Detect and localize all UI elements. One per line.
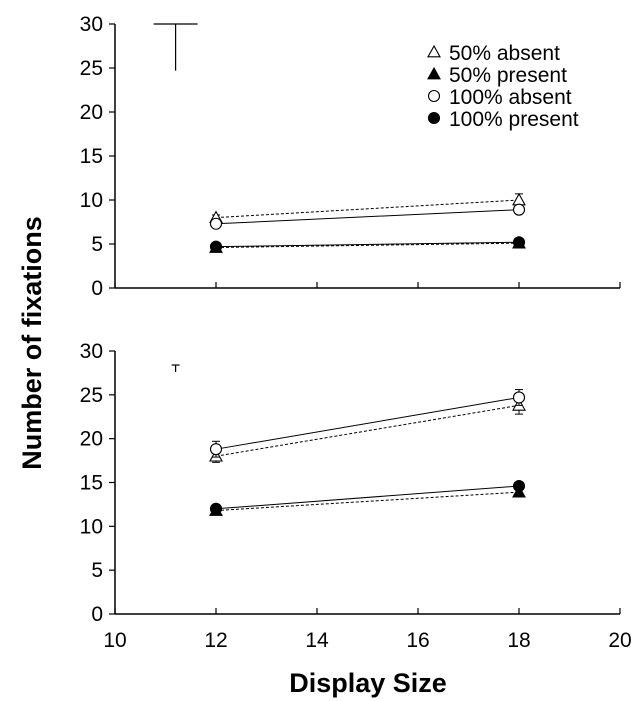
y-tick-label: 25 (80, 57, 103, 80)
legend-marker (427, 44, 441, 58)
y-tick-label: 0 (91, 603, 103, 626)
data-point (512, 236, 526, 249)
y-tick-label: 5 (91, 559, 103, 582)
data-point (209, 502, 223, 515)
legend-marker (427, 89, 441, 103)
series-line (215, 199, 520, 219)
y-tick-label: 10 (80, 189, 103, 212)
y-tick-label: 20 (80, 101, 103, 124)
x-tick-label: 16 (406, 629, 429, 652)
series-line (215, 242, 520, 249)
legend-label: 100% present (449, 108, 579, 131)
legend-label: 100% absent (449, 86, 572, 109)
legend-marker (427, 111, 441, 125)
series-line (215, 485, 520, 510)
x-axis-label: Display Size (289, 668, 447, 698)
x-tick-label: 18 (507, 629, 530, 652)
data-point (209, 217, 223, 230)
legend-item: 100% absent (427, 86, 572, 109)
legend-marker (427, 66, 441, 80)
panel-top: 0 5 10 15 20 25 30 (80, 13, 621, 300)
series-50-absent (209, 396, 526, 463)
series-100-present (209, 236, 526, 253)
x-tick-label: 14 (305, 629, 329, 652)
series-100-absent (209, 203, 526, 230)
data-point (512, 391, 526, 404)
series-100-absent (209, 389, 526, 458)
y-axis-label: Number of fixations (17, 216, 47, 470)
y-tick-label: 20 (80, 428, 103, 451)
series-50-absent (209, 192, 526, 223)
legend-item: 50% absent (427, 42, 560, 65)
data-point (512, 203, 526, 216)
x-tick-label: 12 (204, 629, 227, 652)
x-tick-label: 10 (103, 629, 126, 652)
data-point (209, 443, 223, 456)
y-tick-label: 30 (80, 340, 103, 363)
y-tick-label: 15 (80, 472, 103, 495)
panel-bottom: 0 5 10 15 20 25 30 10 12 14 16 18 20 (80, 340, 632, 652)
chart-panels: 0 5 10 15 20 25 30 0 5 10 15 20 25 30 10 12 14 16 18 20 (80, 13, 632, 652)
series-line (215, 209, 520, 225)
legend-label: 50% absent (449, 42, 560, 65)
x-tick-label: 20 (608, 629, 631, 652)
series-50-present (209, 485, 526, 516)
y-tick-label: 15 (80, 145, 103, 168)
data-point (209, 240, 223, 253)
y-tick-label: 25 (80, 384, 103, 407)
data-point (512, 192, 526, 206)
series-line (215, 404, 520, 457)
y-tick-label: 0 (91, 277, 103, 300)
y-tick-label: 5 (91, 233, 103, 256)
y-tick-label: 10 (80, 515, 103, 538)
series-line (215, 241, 520, 248)
legend-item: 50% present (427, 64, 567, 87)
legend-item: 100% present (427, 108, 579, 131)
series-line (215, 491, 520, 512)
series-100-present (209, 479, 526, 515)
series-line (215, 396, 520, 450)
legend-label: 50% present (449, 64, 567, 87)
data-point (512, 479, 526, 493)
y-tick-label: 30 (80, 13, 103, 36)
